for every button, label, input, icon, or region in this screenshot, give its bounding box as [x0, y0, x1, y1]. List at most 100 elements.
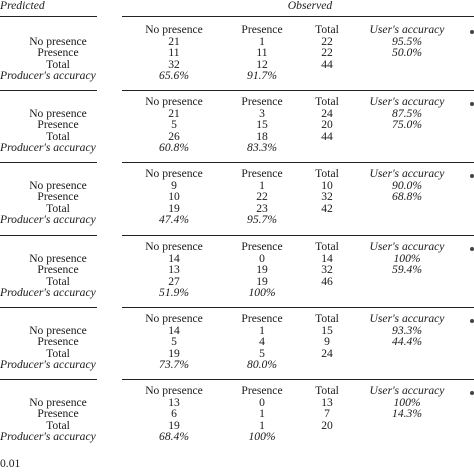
table-cell: 20 [321, 118, 333, 132]
predicted-header: Predicted [0, 0, 45, 12]
table-cell: 19 [256, 263, 268, 277]
col-header-presence: Presence [241, 167, 283, 180]
row-label-no-presence: No presence [29, 395, 87, 409]
table-cell: 19 [168, 418, 180, 432]
row-label-presence: Presence [37, 335, 79, 349]
bullet-icon [470, 247, 474, 251]
block-rule-right [122, 90, 474, 91]
table-cell: 46 [321, 274, 333, 288]
table-cell: 9 [324, 335, 330, 349]
table-cell: 19 [256, 274, 268, 288]
table-cell: 21 [168, 34, 180, 48]
col-header-total: Total [315, 240, 339, 253]
col-header-total: Total [315, 384, 339, 397]
producers-accuracy-value: 80.0% [247, 358, 277, 372]
bullet-icon [470, 391, 474, 395]
table-cell: 10 [168, 190, 180, 204]
table-cell: 44 [321, 57, 333, 71]
row-label-producers-accuracy: Producer's accuracy [0, 358, 96, 372]
table-cell: 5 [171, 118, 177, 132]
col-header-no-presence: No presence [145, 23, 203, 36]
table-cell: 3 [259, 106, 265, 120]
users-accuracy-value: 68.8% [392, 190, 422, 204]
users-accuracy-value: 93.3% [392, 323, 422, 337]
users-accuracy-value: 44.4% [392, 335, 422, 349]
row-label-presence: Presence [37, 263, 79, 277]
col-header-users-accuracy: User's accuracy [369, 312, 445, 325]
table-cell: 1 [259, 34, 265, 48]
footnote: 0.01 [0, 457, 21, 470]
producers-accuracy-value: 91.7% [247, 69, 277, 83]
row-label-producers-accuracy: Producer's accuracy [0, 430, 96, 444]
table-cell: 42 [321, 201, 333, 215]
row-label-no-presence: No presence [29, 178, 87, 192]
table-cell: 13 [168, 395, 180, 409]
row-label-producers-accuracy: Producer's accuracy [0, 69, 96, 83]
table-cell: 24 [321, 106, 333, 120]
row-label-total: Total [46, 57, 70, 71]
bullet-icon [470, 319, 474, 323]
table-cell: 22 [321, 34, 333, 48]
col-header-no-presence: No presence [145, 240, 203, 253]
table-cell: 14 [168, 323, 180, 337]
table-cell: 22 [321, 46, 333, 60]
col-header-total: Total [315, 167, 339, 180]
row-label-presence: Presence [37, 46, 79, 60]
table-cell: 10 [321, 178, 333, 192]
row-label-total: Total [46, 418, 70, 432]
users-accuracy-value: 50.0% [392, 46, 422, 60]
users-accuracy-value: 90.0% [392, 178, 422, 192]
table-cell: 5 [171, 335, 177, 349]
block-rule-left [0, 307, 97, 308]
table-cell: 6 [171, 407, 177, 421]
observed-rule [122, 16, 474, 17]
users-accuracy-value: 87.5% [392, 106, 422, 120]
block-rule-left [0, 162, 97, 163]
users-accuracy-value: 100% [393, 251, 421, 265]
row-label-no-presence: No presence [29, 34, 87, 48]
table-cell: 9 [171, 178, 177, 192]
producers-accuracy-value: 73.7% [159, 358, 189, 372]
table-cell: 13 [321, 395, 333, 409]
table-cell: 1 [259, 407, 265, 421]
col-header-presence: Presence [241, 384, 283, 397]
predicted-rule [0, 16, 97, 17]
block-rule-right [122, 379, 474, 380]
block-rule-left [0, 90, 97, 91]
table-cell: 14 [168, 251, 180, 265]
producers-accuracy-value: 100% [248, 286, 276, 300]
col-header-presence: Presence [241, 95, 283, 108]
col-header-presence: Presence [241, 240, 283, 253]
block-rule-right [122, 307, 474, 308]
producers-accuracy-value: 65.6% [159, 69, 189, 83]
observed-header: Observed [287, 0, 333, 12]
row-label-producers-accuracy: Producer's accuracy [0, 213, 96, 227]
producers-accuracy-value: 68.4% [159, 430, 189, 444]
col-header-no-presence: No presence [145, 95, 203, 108]
table-cell: 15 [321, 323, 333, 337]
table-cell: 26 [168, 129, 180, 143]
col-header-presence: Presence [241, 312, 283, 325]
users-accuracy-value: 59.4% [392, 263, 422, 277]
producers-accuracy-value: 51.9% [159, 286, 189, 300]
block-rule-left [0, 235, 97, 236]
table-cell: 21 [168, 106, 180, 120]
col-header-users-accuracy: User's accuracy [369, 23, 445, 36]
table-cell: 22 [256, 190, 268, 204]
row-label-presence: Presence [37, 407, 79, 421]
table-cell: 19 [168, 201, 180, 215]
col-header-total: Total [315, 95, 339, 108]
row-label-total: Total [46, 346, 70, 360]
users-accuracy-value: 95.5% [392, 34, 422, 48]
producers-accuracy-value: 83.3% [247, 141, 277, 155]
users-accuracy-value: 14.3% [392, 407, 422, 421]
table-cell: 12 [256, 57, 268, 71]
table-cell: 1 [259, 178, 265, 192]
table-cell: 20 [321, 418, 333, 432]
block-rule-left [0, 379, 97, 380]
col-header-users-accuracy: User's accuracy [369, 384, 445, 397]
bullet-icon [470, 30, 474, 34]
bullet-icon [470, 102, 474, 106]
users-accuracy-value: 100% [393, 395, 421, 409]
col-header-no-presence: No presence [145, 384, 203, 397]
